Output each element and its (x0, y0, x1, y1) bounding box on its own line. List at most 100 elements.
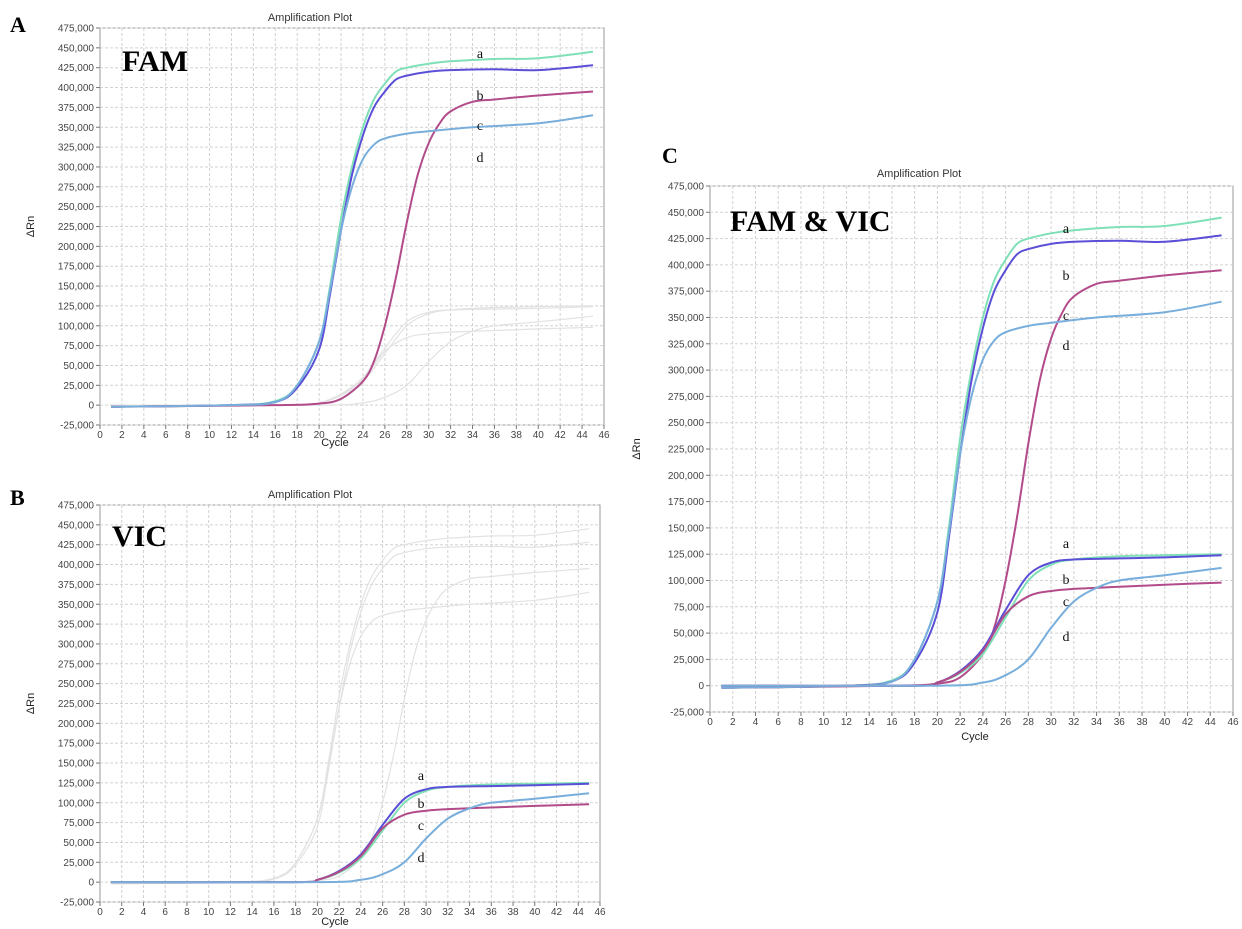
y-tick-label: 375,000 (668, 287, 705, 298)
x-tick-label: 10 (203, 907, 215, 918)
x-tick-label: 28 (399, 907, 411, 918)
x-tick-label: 28 (1023, 717, 1035, 728)
x-tick-label: 14 (864, 717, 876, 728)
x-tick-label: 34 (467, 430, 479, 441)
x-tick-label: 4 (141, 430, 147, 441)
y-tick-label: 450,000 (58, 43, 95, 54)
y-tick-label: 475,000 (58, 501, 95, 512)
y-tick-label: 300,000 (58, 639, 95, 650)
x-tick-label: 18 (909, 717, 921, 728)
panel-c-letter: C (662, 143, 678, 168)
y-tick-label: 50,000 (673, 629, 704, 640)
y-tick-label: 200,000 (58, 719, 95, 730)
y-tick-label: 275,000 (668, 392, 705, 403)
panel-a-tag: FAM (122, 45, 188, 78)
curve-label-c: c (418, 819, 424, 834)
y-tick-label: 0 (88, 878, 94, 889)
y-tick-label: 475,000 (668, 182, 705, 193)
y-tick-label: 350,000 (668, 313, 705, 324)
x-tick-label: 16 (886, 717, 898, 728)
curve-label-b: b (1063, 269, 1070, 284)
x-tick-label: 32 (1068, 717, 1080, 728)
curve-label-d: d (477, 151, 484, 166)
curve-label-b: b (1063, 573, 1070, 588)
series-line-d (721, 300, 1222, 689)
x-axis-title: Cycle (321, 916, 349, 928)
y-tick-label: 200,000 (668, 471, 705, 482)
y-tick-label: 25,000 (673, 655, 704, 666)
x-tick-label: 40 (533, 430, 545, 441)
x-tick-label: 38 (1136, 717, 1148, 728)
y-tick-label: 425,000 (58, 540, 95, 551)
x-tick-label: 28 (401, 430, 413, 441)
y-tick-label: 250,000 (58, 679, 95, 690)
x-tick-label: 32 (442, 907, 454, 918)
x-tick-label: 38 (511, 430, 523, 441)
x-tick-label: 10 (818, 717, 830, 728)
y-tick-label: 400,000 (58, 560, 95, 571)
x-tick-label: 30 (421, 907, 433, 918)
y-tick-label: 25,000 (63, 858, 94, 869)
x-tick-label: 6 (775, 717, 781, 728)
y-tick-label: 50,000 (63, 361, 94, 372)
x-tick-label: 24 (977, 717, 989, 728)
curve-label-a: a (1063, 537, 1070, 552)
x-tick-label: 2 (119, 907, 125, 918)
x-tick-label: 18 (292, 430, 304, 441)
y-tick-label: 275,000 (58, 659, 95, 670)
curve-label-d: d (418, 851, 425, 866)
y-tick-label: 175,000 (58, 739, 95, 750)
x-tick-label: 32 (445, 430, 457, 441)
x-tick-label: 42 (1182, 717, 1194, 728)
x-tick-label: 44 (1205, 717, 1217, 728)
chart-a-title: Amplification Plot (268, 12, 352, 24)
x-tick-label: 14 (247, 907, 259, 918)
chart-c: Amplification Plot 0 2 4 6 8 10 12 14 16 18 20 22 24… (631, 168, 1239, 743)
series-line-b-faded (110, 541, 590, 885)
chart-b-title: Amplification Plot (268, 489, 352, 501)
y-tick-label: 175,000 (58, 262, 95, 273)
x-tick-label: 0 (707, 717, 713, 728)
x-tick-label: 24 (355, 907, 367, 918)
y-tick-label: 50,000 (63, 838, 94, 849)
x-tick-label: 0 (97, 430, 103, 441)
x-tick-label: 2 (119, 430, 125, 441)
y-tick-label: 150,000 (668, 523, 705, 534)
y-tick-label: 450,000 (58, 520, 95, 531)
chart-b: Amplification Plot 0 2 4 6 8 10 12 14 16 18 20 22 24… (25, 489, 606, 928)
chart-c-title: Amplification Plot (877, 168, 961, 180)
x-tick-label: 6 (162, 907, 168, 918)
x-tick-label: 22 (334, 907, 346, 918)
curve-label-a: a (477, 47, 484, 62)
x-tick-label: 6 (163, 430, 169, 441)
y-tick-label: 350,000 (58, 600, 95, 611)
y-tick-label: 175,000 (668, 497, 705, 508)
x-tick-label: 8 (184, 907, 190, 918)
y-tick-label: 100,000 (58, 798, 95, 809)
y-axis-title: ΔRn (631, 438, 643, 459)
series-line-d-faded (110, 591, 590, 885)
x-tick-label: 30 (1046, 717, 1058, 728)
y-tick-label: 100,000 (58, 321, 95, 332)
curve-label-c: c (477, 119, 483, 134)
x-tick-label: 46 (1227, 717, 1239, 728)
y-tick-label: -25,000 (670, 708, 704, 719)
curve-label-b: b (477, 89, 484, 104)
y-tick-label: 250,000 (58, 202, 95, 213)
curve-label-c: c (1063, 309, 1069, 324)
y-tick-label: 400,000 (58, 83, 95, 94)
y-tick-label: 150,000 (58, 282, 95, 293)
x-tick-label: 16 (268, 907, 280, 918)
y-tick-label: 150,000 (58, 759, 95, 770)
x-tick-label: 24 (357, 430, 369, 441)
y-tick-label: 425,000 (668, 234, 705, 245)
x-tick-label: 0 (97, 907, 103, 918)
x-tick-label: 46 (594, 907, 606, 918)
x-tick-label: 4 (141, 907, 147, 918)
y-tick-label: 350,000 (58, 123, 95, 134)
curve-label-c: c (1063, 595, 1069, 610)
y-tick-label: 75,000 (63, 341, 94, 352)
y-tick-label: 250,000 (668, 418, 705, 429)
x-tick-label: 10 (204, 430, 216, 441)
